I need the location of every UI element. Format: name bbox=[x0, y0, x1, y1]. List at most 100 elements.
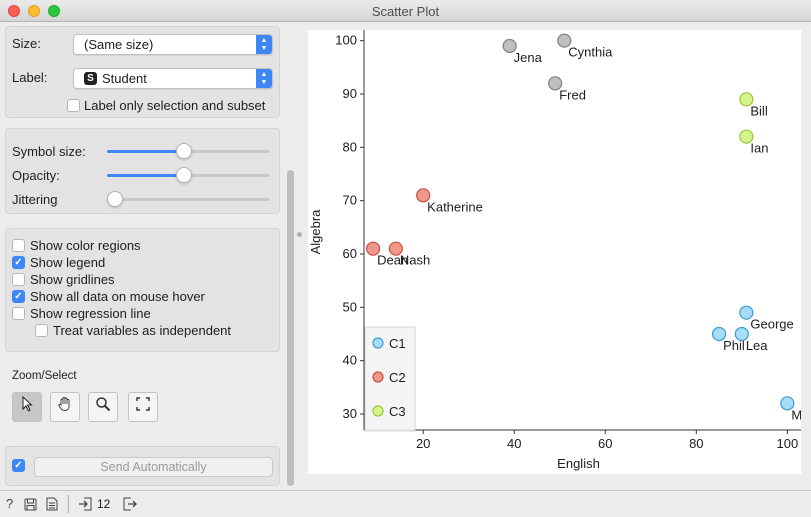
send-automatically-checkbox[interactable]: ✓ bbox=[12, 459, 25, 472]
data-point[interactable] bbox=[739, 92, 754, 107]
legend-marker bbox=[372, 337, 384, 349]
point-label: Lea bbox=[746, 338, 768, 353]
symbol-size-label: Symbol size: bbox=[12, 144, 86, 159]
output-icon bbox=[123, 497, 137, 511]
x-tick-label: 80 bbox=[689, 436, 703, 451]
data-point[interactable] bbox=[366, 241, 381, 256]
data-point[interactable] bbox=[416, 188, 431, 203]
send-automatically-button[interactable]: Send Automatically bbox=[34, 457, 273, 477]
pointer-icon bbox=[22, 395, 33, 412]
input-icon bbox=[79, 497, 92, 511]
y-tick-label: 40 bbox=[343, 353, 357, 368]
size-label: Size: bbox=[12, 36, 41, 51]
option-label-5: Treat variables as independent bbox=[53, 323, 232, 338]
x-tick-label: 40 bbox=[507, 436, 521, 451]
legend-label: C3 bbox=[389, 404, 406, 419]
point-label: Nash bbox=[400, 253, 430, 268]
label-label: Label: bbox=[12, 70, 48, 85]
y-axis-label: Algebra bbox=[308, 209, 323, 255]
size-combo-value: (Same size) bbox=[84, 37, 154, 52]
y-tick-label: 100 bbox=[335, 33, 357, 48]
legend-marker bbox=[372, 405, 384, 417]
opacity-handle[interactable] bbox=[175, 167, 192, 183]
data-point[interactable] bbox=[739, 305, 754, 320]
options-box: Show color regions ✓ Show legend Show gridl… bbox=[5, 228, 280, 352]
y-tick-label: 30 bbox=[343, 406, 357, 421]
data-point[interactable] bbox=[557, 33, 572, 48]
x-axis-label: English bbox=[557, 456, 600, 471]
y-tick-label: 70 bbox=[343, 193, 357, 208]
option-checkbox-5[interactable] bbox=[35, 324, 48, 337]
opacity-slider[interactable] bbox=[107, 167, 270, 183]
y-tick-label: 80 bbox=[343, 139, 357, 154]
label-only-selection-checkbox[interactable] bbox=[67, 99, 80, 112]
point-label: Ian bbox=[750, 141, 768, 156]
status-separator bbox=[68, 495, 69, 513]
magnifier-icon bbox=[96, 397, 111, 412]
control-panel: Size: (Same size) ▲ ▼ Label: S Student ▲ ▼… bbox=[0, 22, 296, 490]
help-icon[interactable]: ? bbox=[6, 496, 14, 511]
attributes-box: Size: (Same size) ▲ ▼ Label: S Student ▲ ▼… bbox=[5, 26, 280, 118]
jittering-handle[interactable] bbox=[107, 191, 123, 207]
plot-area[interactable]: 30 40 50 60 70 80 90 100 20 40 60 80 100 English Algeb… bbox=[308, 30, 811, 474]
maximize-window-button[interactable] bbox=[48, 5, 60, 17]
zoom-tool-button[interactable] bbox=[88, 392, 118, 422]
label-combo[interactable]: S Student ▲ ▼ bbox=[73, 68, 273, 89]
point-label: Bill bbox=[750, 103, 767, 118]
control-panel-scrollbar[interactable] bbox=[285, 22, 296, 490]
legend-label: C1 bbox=[389, 336, 406, 351]
string-variable-icon: S bbox=[84, 72, 97, 85]
opacity-fill bbox=[107, 174, 184, 177]
data-point[interactable] bbox=[388, 241, 403, 256]
jittering-slider[interactable] bbox=[107, 191, 270, 207]
hand-icon bbox=[58, 397, 70, 411]
option-label-2: Show gridlines bbox=[30, 272, 115, 287]
zoom-fit-button[interactable] bbox=[128, 392, 158, 422]
label-combo-value: Student bbox=[102, 71, 147, 86]
pan-tool-button[interactable] bbox=[50, 392, 80, 422]
legend-label: C2 bbox=[389, 370, 406, 385]
title-bar: Scatter Plot bbox=[0, 0, 811, 22]
data-point[interactable] bbox=[739, 129, 754, 144]
data-point[interactable] bbox=[780, 396, 795, 411]
option-checkbox-2[interactable] bbox=[12, 273, 25, 286]
y-tick-label: 90 bbox=[343, 86, 357, 101]
pointer-tool-button[interactable] bbox=[12, 392, 42, 422]
splitter-handle-icon[interactable] bbox=[297, 232, 302, 237]
y-tick-label: 50 bbox=[343, 299, 357, 314]
data-point[interactable] bbox=[548, 76, 563, 91]
point-label: George bbox=[750, 317, 793, 332]
save-icon[interactable] bbox=[24, 498, 37, 511]
minimize-window-button[interactable] bbox=[28, 5, 40, 17]
scrollbar-thumb[interactable] bbox=[287, 170, 294, 486]
data-point[interactable] bbox=[734, 326, 749, 342]
point-label: Fred bbox=[559, 87, 586, 102]
x-tick-label: 60 bbox=[598, 436, 612, 451]
y-tick-label: 60 bbox=[343, 246, 357, 261]
data-point[interactable] bbox=[502, 38, 517, 54]
point-label: Dean bbox=[377, 253, 408, 268]
x-tick-label: 100 bbox=[776, 436, 798, 451]
option-label-1: Show legend bbox=[30, 255, 106, 270]
point-label: Jena bbox=[514, 50, 543, 65]
size-combo[interactable]: (Same size) ▲ ▼ bbox=[73, 34, 273, 55]
option-checkbox-4[interactable] bbox=[12, 307, 25, 320]
up-down-arrows-icon: ▲ ▼ bbox=[256, 35, 272, 54]
point-label: Maya bbox=[791, 407, 801, 422]
option-checkbox-3[interactable]: ✓ bbox=[12, 290, 25, 303]
opacity-label: Opacity: bbox=[12, 168, 60, 183]
option-label-4: Show regression line bbox=[30, 306, 151, 321]
close-window-button[interactable] bbox=[8, 5, 20, 17]
x-tick-label: 20 bbox=[416, 436, 430, 451]
scatter-chart[interactable]: 30 40 50 60 70 80 90 100 20 40 60 80 100 English Algeb… bbox=[308, 30, 811, 474]
input-count: 12 bbox=[97, 497, 111, 511]
symbol-size-handle[interactable] bbox=[175, 143, 192, 159]
symbol-size-slider[interactable] bbox=[107, 143, 270, 159]
symbol-box: Symbol size: Opacity: Jittering bbox=[5, 128, 280, 214]
option-checkbox-1[interactable]: ✓ bbox=[12, 256, 25, 269]
symbol-size-fill bbox=[107, 150, 184, 153]
point-label: Phil bbox=[723, 338, 745, 353]
data-point[interactable] bbox=[711, 326, 727, 342]
report-icon[interactable] bbox=[46, 497, 58, 511]
option-checkbox-0[interactable] bbox=[12, 239, 25, 252]
